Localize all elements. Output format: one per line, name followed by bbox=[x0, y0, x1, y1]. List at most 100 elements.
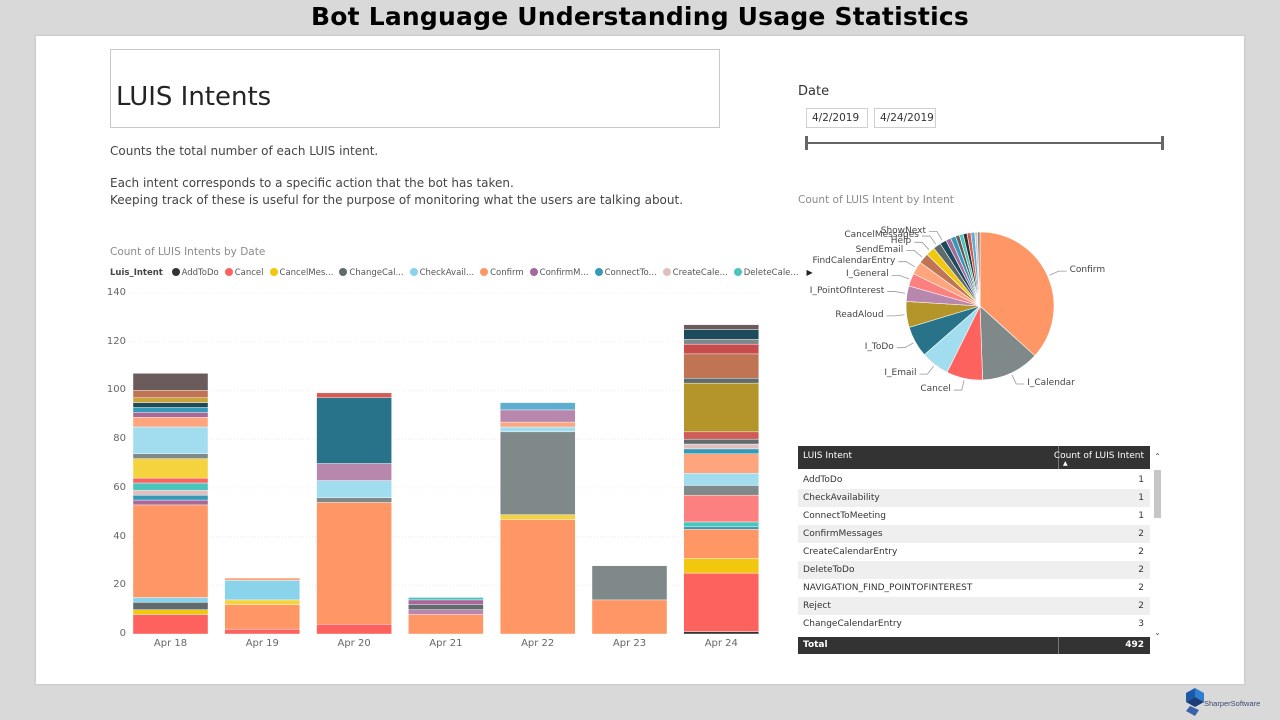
legend-item[interactable]: CheckAvail... bbox=[409, 268, 475, 278]
y-tick-label: 20 bbox=[113, 579, 126, 591]
legend-label: ConfirmM... bbox=[539, 268, 589, 278]
date-filter-label: Date bbox=[798, 84, 830, 99]
pie-leader-line bbox=[921, 235, 937, 245]
x-tick-label: Apr 24 bbox=[704, 638, 738, 649]
column-separator bbox=[1058, 637, 1059, 654]
x-tick-label: Apr 22 bbox=[521, 638, 555, 649]
pie-leader-line bbox=[919, 365, 934, 375]
bar-segment[interactable] bbox=[683, 382, 759, 433]
y-tick-label: 80 bbox=[113, 433, 126, 445]
legend-item[interactable]: Confirm bbox=[480, 268, 524, 278]
table-scrollbar[interactable]: ⌃ ⌄ bbox=[1153, 452, 1162, 638]
bar-segment[interactable] bbox=[683, 353, 759, 379]
legend-item[interactable]: ConfirmM... bbox=[529, 268, 589, 278]
bar-segment[interactable] bbox=[408, 597, 484, 601]
scroll-thumb[interactable] bbox=[1154, 470, 1161, 518]
table-header-count[interactable]: Count of LUIS Intent bbox=[1053, 451, 1144, 461]
date-slider-track[interactable] bbox=[806, 142, 1164, 144]
row-intent-count: 2 bbox=[1138, 601, 1144, 611]
bar-segment[interactable] bbox=[224, 577, 301, 581]
table-row[interactable]: CheckAvailability 1 bbox=[798, 489, 1150, 507]
table-row[interactable]: AddToDo 1 bbox=[798, 471, 1150, 489]
bar-segment[interactable] bbox=[591, 565, 668, 601]
legend-label: CreateCale... bbox=[672, 268, 728, 278]
table-row[interactable]: DeleteToDo 2 bbox=[798, 561, 1150, 579]
legend-dot-icon bbox=[224, 268, 233, 276]
date-start-input[interactable]: 4/2/2019 bbox=[806, 108, 868, 128]
y-tick-label: 60 bbox=[113, 481, 126, 493]
bar-segment[interactable] bbox=[500, 431, 576, 515]
row-intent-name: ConnectToMeeting bbox=[803, 511, 886, 521]
table-row[interactable]: ChangeCalendarEntry 3 bbox=[798, 615, 1150, 633]
pie-slice-label: Cancel bbox=[920, 384, 951, 395]
legend-item[interactable]: CreateCale... bbox=[662, 268, 728, 278]
pie-slice[interactable] bbox=[977, 231, 981, 307]
bar-segment[interactable] bbox=[316, 392, 392, 398]
legend-label: Confirm bbox=[490, 268, 524, 278]
pie-chart-title: Count of LUIS Intent by Intent bbox=[798, 194, 954, 206]
table-row[interactable]: CreateCalendarEntry 2 bbox=[798, 543, 1150, 561]
column-separator bbox=[1058, 446, 1059, 469]
pie-slice[interactable] bbox=[979, 231, 1055, 357]
date-slider-end-handle[interactable] bbox=[1161, 136, 1164, 150]
bar-segment[interactable] bbox=[316, 502, 392, 625]
table-header-intent[interactable]: LUIS Intent bbox=[803, 451, 853, 461]
date-end-input[interactable]: 4/24/2019 bbox=[874, 108, 936, 128]
bar-segment[interactable] bbox=[500, 402, 576, 411]
bar-segment[interactable] bbox=[683, 494, 759, 523]
legend-dot-icon bbox=[594, 268, 603, 276]
y-tick-label: 100 bbox=[106, 384, 126, 396]
table-row[interactable]: NAVIGATION_FIND_POINTOFINTEREST 2 bbox=[798, 579, 1150, 597]
logo-text: SharperSoftware bbox=[1204, 699, 1261, 708]
bar-chart-legend: Luis_Intent AddToDo Cancel CancelMes... Cha… bbox=[110, 268, 813, 282]
intent-table: LUIS Intent ▲ Count of LUIS Intent AddTo… bbox=[798, 446, 1150, 654]
legend-title: Luis_Intent bbox=[110, 268, 163, 278]
row-intent-name: Reject bbox=[803, 601, 831, 611]
row-intent-name: ConfirmMessages bbox=[803, 529, 883, 539]
legend-item[interactable]: ConnectTo... bbox=[594, 268, 657, 278]
bar-segment[interactable] bbox=[683, 324, 759, 330]
bar-segment[interactable] bbox=[683, 529, 759, 559]
pie-slice-label: FindCalendarEntry bbox=[812, 255, 896, 266]
scroll-down-icon[interactable]: ⌄ bbox=[1154, 628, 1161, 637]
legend-item[interactable]: ChangeCal... bbox=[339, 268, 404, 278]
pie-slice-label: I_Calendar bbox=[1027, 377, 1075, 388]
legend-label: ConnectTo... bbox=[604, 268, 657, 278]
legend-item[interactable]: AddToDo bbox=[171, 268, 219, 278]
pie-leader-line bbox=[1049, 270, 1067, 276]
pie-slice[interactable] bbox=[979, 305, 1036, 381]
description-line-3: Keeping track of these is useful for the… bbox=[110, 193, 684, 207]
table-row[interactable]: ConnectToMeeting 1 bbox=[798, 507, 1150, 525]
legend-dot-icon bbox=[480, 268, 489, 276]
bar-segment[interactable] bbox=[316, 397, 392, 464]
table-row[interactable]: Reject 2 bbox=[798, 597, 1150, 615]
row-intent-count: 1 bbox=[1138, 493, 1144, 503]
bar-segment[interactable] bbox=[591, 599, 668, 635]
x-tick-label: Apr 20 bbox=[337, 638, 371, 649]
row-intent-count: 2 bbox=[1138, 529, 1144, 539]
table-row[interactable]: ConfirmMessages 2 bbox=[798, 525, 1150, 543]
bar-segment[interactable] bbox=[132, 373, 209, 391]
bar-segment[interactable] bbox=[132, 426, 209, 454]
bar-segment[interactable] bbox=[224, 604, 301, 630]
bar-segment[interactable] bbox=[500, 519, 576, 635]
date-slider-start-handle[interactable] bbox=[805, 136, 808, 150]
legend-next-arrow-icon[interactable]: ▶ bbox=[806, 268, 813, 277]
legend-dot-icon bbox=[529, 268, 538, 276]
bar-segment[interactable] bbox=[683, 572, 759, 632]
legend-item[interactable]: DeleteCale... bbox=[733, 268, 799, 278]
legend-item[interactable]: CancelMes... bbox=[269, 268, 333, 278]
row-intent-count: 3 bbox=[1138, 619, 1144, 629]
logo-cube-icon bbox=[1186, 688, 1204, 716]
x-tick-label: Apr 21 bbox=[429, 638, 463, 649]
bar-segment[interactable] bbox=[132, 504, 209, 598]
legend-item[interactable]: Cancel bbox=[224, 268, 264, 278]
x-tick-label: Apr 18 bbox=[153, 638, 188, 649]
legend-label: CheckAvail... bbox=[419, 268, 475, 278]
pie-slice-label: CancelMessages bbox=[844, 230, 919, 241]
row-intent-count: 1 bbox=[1138, 511, 1144, 521]
scroll-up-icon[interactable]: ⌃ bbox=[1154, 452, 1161, 461]
x-tick-label: Apr 19 bbox=[245, 638, 279, 649]
